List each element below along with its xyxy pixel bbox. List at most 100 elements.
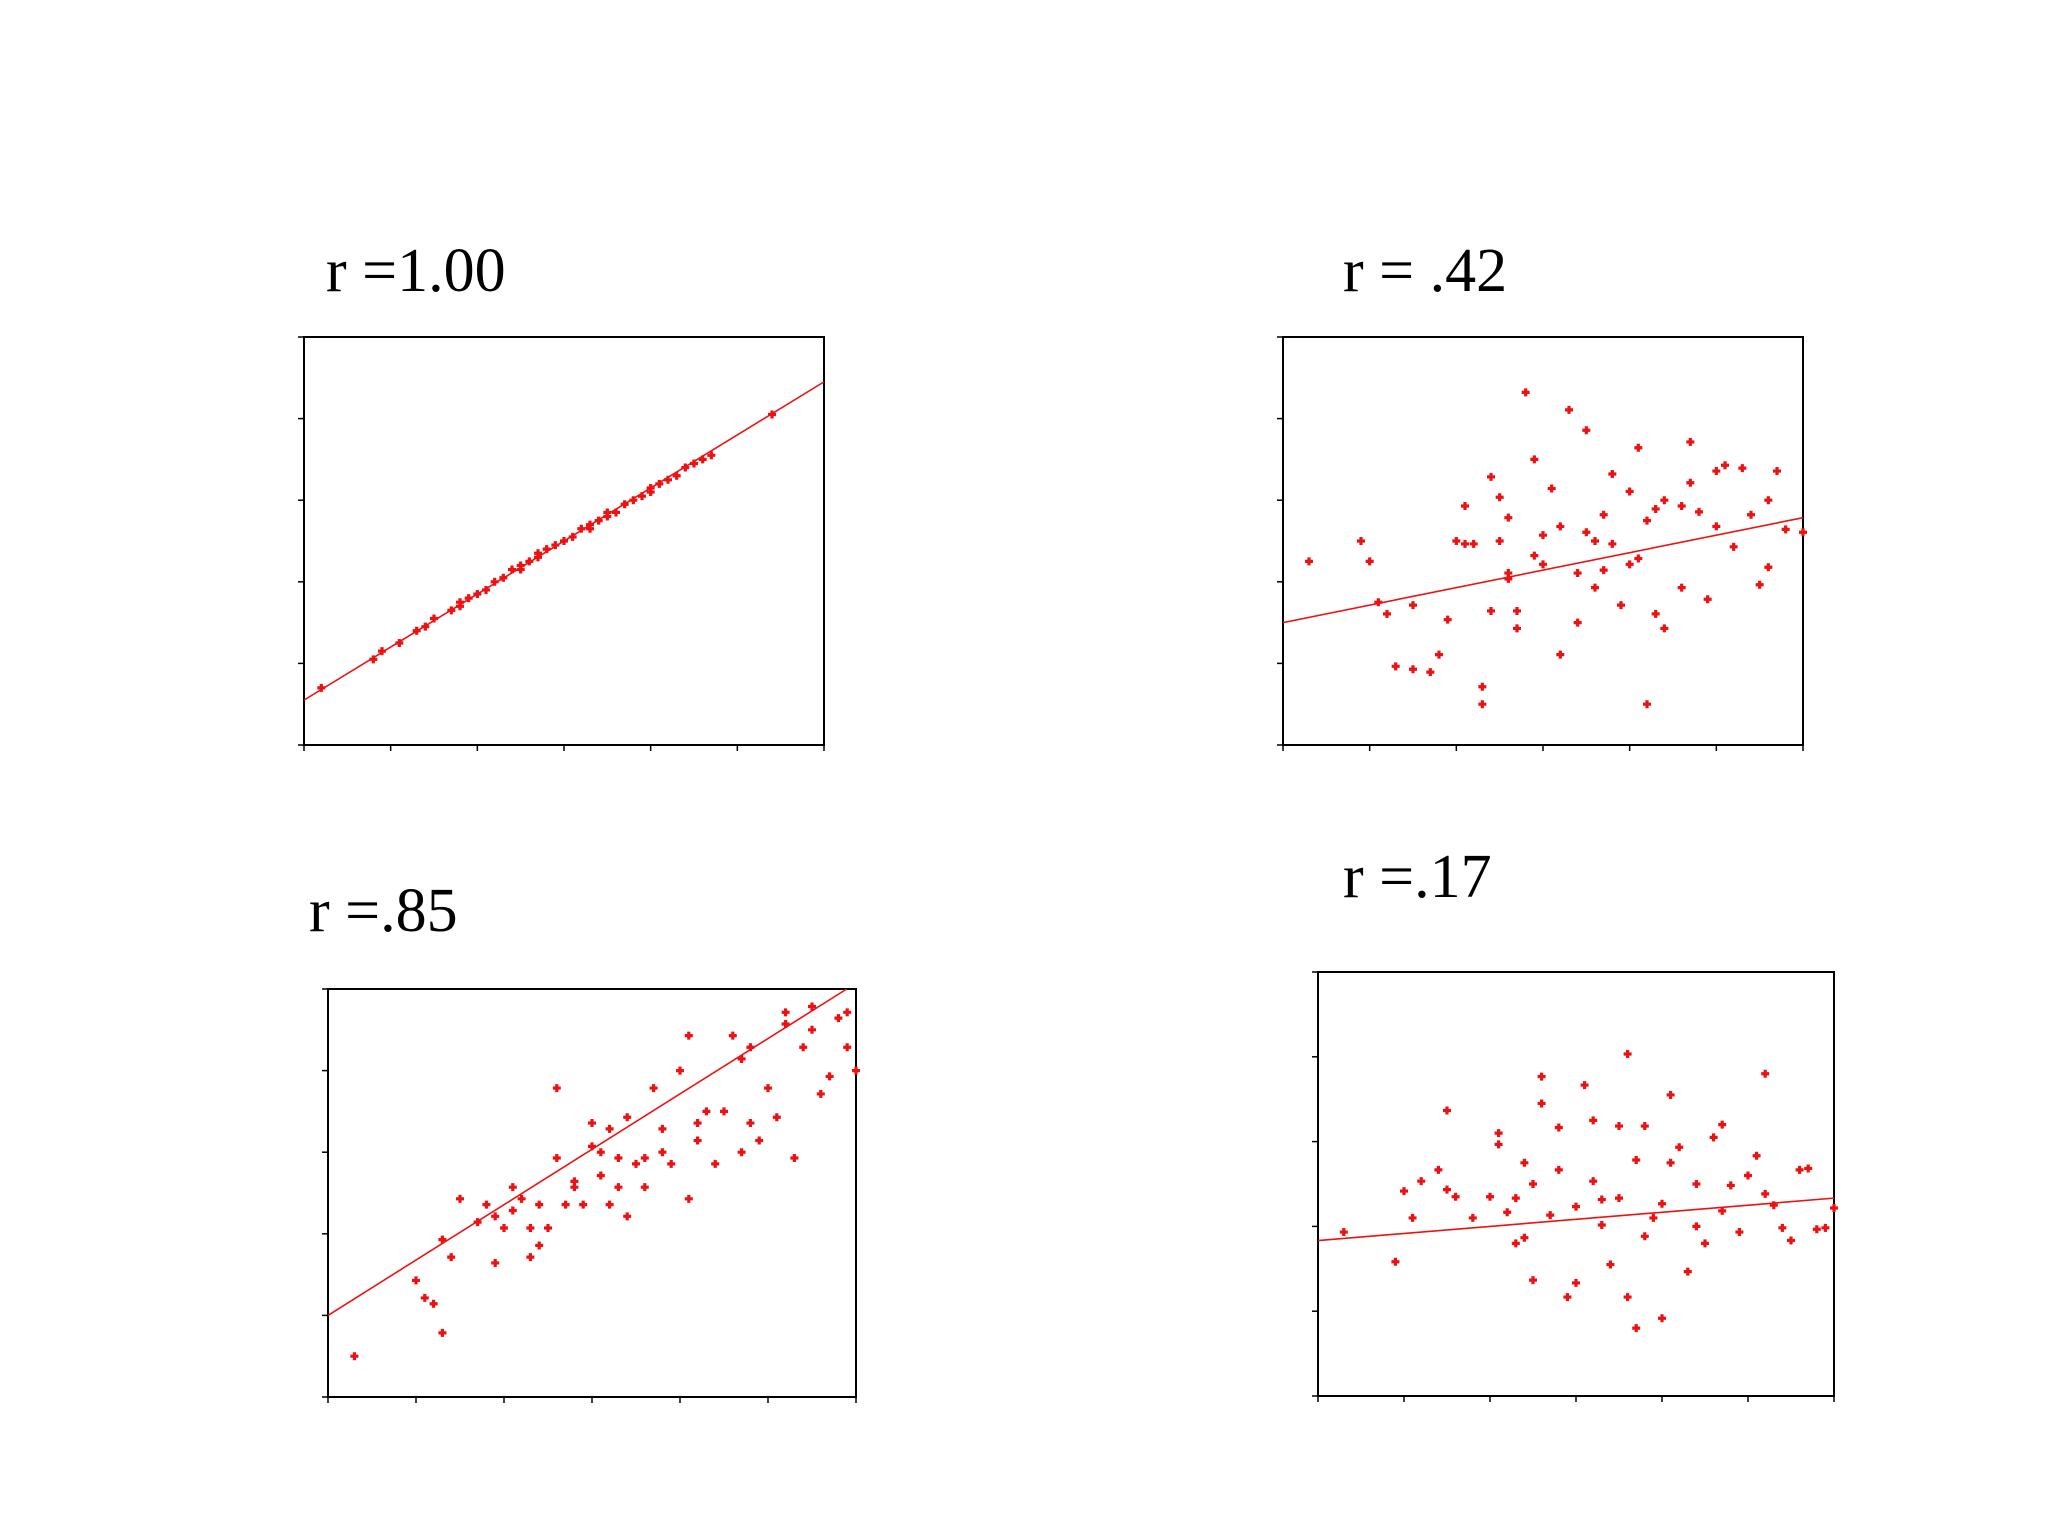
- data-point-3: [720, 1107, 728, 1116]
- data-point-3: [658, 1148, 667, 1157]
- data-point-4: [1812, 1225, 1821, 1234]
- data-point-2: [1703, 595, 1712, 604]
- data-point-4: [1787, 1236, 1795, 1245]
- data-point-4: [1761, 1069, 1770, 1078]
- data-point-4: [1666, 1090, 1675, 1099]
- data-point-4: [1778, 1223, 1787, 1232]
- data-point-3: [843, 1008, 852, 1017]
- data-point-4: [1726, 1181, 1735, 1190]
- data-point-3: [702, 1107, 711, 1116]
- data-point-3: [438, 1328, 447, 1337]
- data-point-1: [456, 598, 464, 607]
- chart-title-4: r =.17: [1343, 843, 1492, 911]
- data-point-2: [1374, 598, 1383, 607]
- data-point-1: [534, 549, 542, 558]
- data-point-2: [1556, 522, 1565, 531]
- data-point-2: [1643, 516, 1651, 525]
- data-point-2: [1712, 467, 1721, 476]
- data-point-4: [1494, 1129, 1503, 1138]
- data-point-4: [1692, 1180, 1701, 1188]
- data-point-4: [1769, 1201, 1778, 1210]
- data-point-2: [1478, 682, 1487, 691]
- data-point-3: [816, 1089, 825, 1098]
- data-point-1: [690, 459, 698, 468]
- data-point-2: [1435, 650, 1443, 659]
- data-point-2: [1391, 662, 1400, 671]
- data-point-3: [579, 1200, 588, 1209]
- data-point-4: [1511, 1239, 1520, 1248]
- data-point-4: [1511, 1194, 1520, 1203]
- data-point-2: [1565, 405, 1573, 414]
- data-point-2: [1487, 606, 1495, 615]
- data-point-2: [1452, 537, 1461, 545]
- data-point-4: [1529, 1276, 1537, 1285]
- data-point-1: [551, 541, 560, 550]
- data-point-4: [1546, 1211, 1555, 1220]
- data-point-1: [542, 545, 551, 554]
- data-point-4: [1701, 1239, 1709, 1248]
- data-point-2: [1426, 668, 1435, 677]
- regression-line-4: [1317, 1197, 1835, 1242]
- data-point-1: [516, 565, 525, 574]
- data-point-2: [1764, 563, 1773, 572]
- data-point-4: [1709, 1133, 1718, 1142]
- data-point-1: [317, 683, 326, 692]
- data-point-3: [781, 1008, 790, 1017]
- data-point-2: [1461, 539, 1469, 548]
- data-point-4: [1563, 1293, 1572, 1302]
- data-point-1: [681, 463, 690, 472]
- plot-frame-3: [327, 988, 857, 1398]
- data-point-1: [620, 500, 629, 509]
- data-point-2: [1461, 502, 1469, 511]
- plot-frame-4: [1317, 971, 1835, 1397]
- data-point-3: [491, 1212, 500, 1221]
- data-point-2: [1634, 443, 1643, 452]
- data-point-4: [1572, 1278, 1580, 1287]
- data-point-4: [1597, 1220, 1606, 1229]
- data-point-3: [676, 1066, 684, 1075]
- data-point-1: [672, 471, 681, 480]
- data-point-2: [1487, 472, 1495, 481]
- data-point-3: [614, 1183, 623, 1192]
- data-point-2: [1651, 504, 1660, 513]
- data-point-3: [596, 1171, 605, 1180]
- data-point-1: [369, 655, 378, 664]
- data-point-2: [1469, 539, 1478, 548]
- data-point-3: [684, 1031, 693, 1040]
- data-point-1: [525, 557, 534, 566]
- data-point-2: [1573, 618, 1582, 627]
- data-point-2: [1695, 507, 1703, 516]
- data-point-4: [1529, 1180, 1537, 1188]
- data-point-4: [1572, 1202, 1580, 1211]
- data-point-4: [1520, 1158, 1529, 1167]
- data-point-1: [594, 516, 603, 525]
- data-point-4: [1632, 1155, 1641, 1164]
- data-point-3: [711, 1159, 720, 1168]
- data-point-1: [447, 606, 456, 615]
- data-point-2: [1686, 478, 1695, 487]
- data-point-4: [1830, 1204, 1838, 1213]
- data-point-4: [1752, 1151, 1761, 1160]
- data-point-2: [1591, 583, 1599, 592]
- data-point-3: [473, 1218, 482, 1227]
- data-point-2: [1625, 487, 1634, 496]
- data-point-2: [1513, 606, 1521, 615]
- data-point-4: [1503, 1208, 1512, 1217]
- data-point-4: [1443, 1185, 1451, 1194]
- data-point-1: [586, 524, 594, 533]
- data-point-3: [737, 1148, 746, 1157]
- data-point-3: [552, 1154, 561, 1163]
- data-point-4: [1615, 1122, 1623, 1131]
- data-point-4: [1632, 1324, 1641, 1333]
- data-point-4: [1486, 1192, 1494, 1201]
- data-point-3: [640, 1154, 649, 1163]
- data-point-2: [1721, 461, 1729, 470]
- regression-line-2: [1282, 516, 1804, 624]
- data-point-1: [464, 594, 473, 603]
- data-point-4: [1615, 1194, 1623, 1203]
- data-point-4: [1434, 1165, 1443, 1174]
- data-point-2: [1357, 537, 1365, 545]
- data-point-3: [552, 1084, 561, 1093]
- regression-line-3: [327, 988, 848, 1317]
